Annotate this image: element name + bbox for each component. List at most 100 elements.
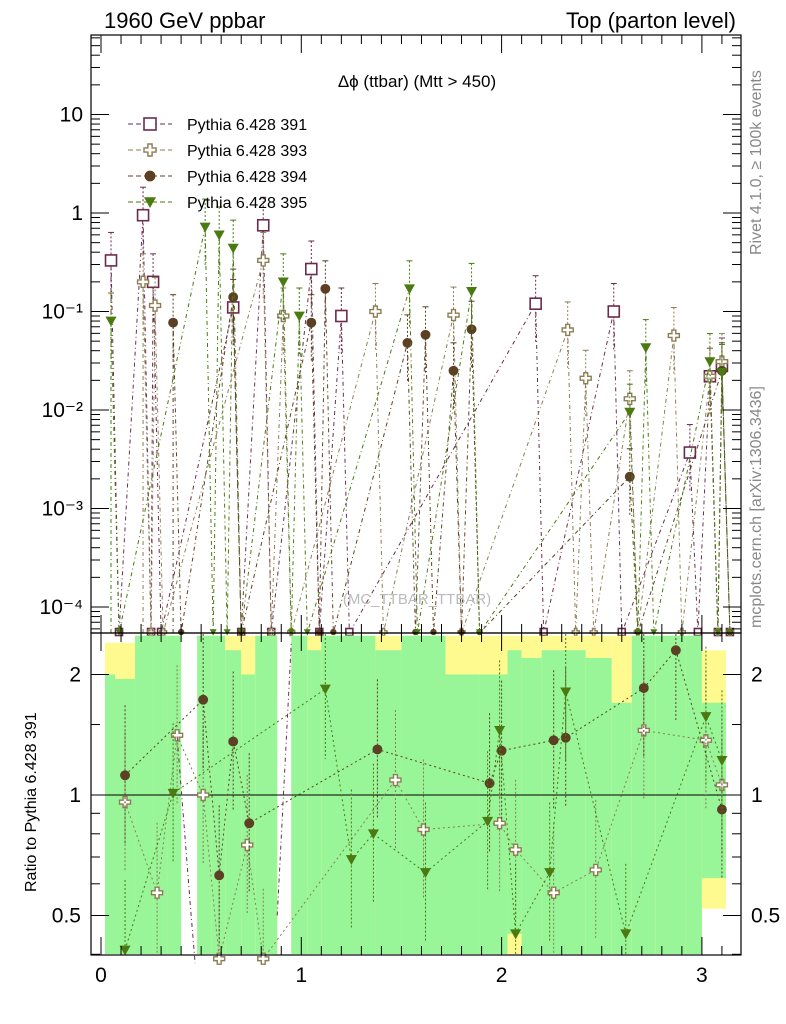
marker-open-square [345,627,354,637]
marker-open-cross [493,817,506,830]
marker-open-cross [170,729,184,742]
marker-open-cross [561,323,574,337]
marker-filled-circle [168,317,179,328]
marker-open-square [335,309,348,323]
x-tick-label: 2 [496,964,508,987]
marker-filled-triangle [319,684,331,695]
ratio-y-tick-label-right: 1 [751,784,763,807]
marker-open-cross [579,372,592,385]
marker-open-square [607,305,621,318]
marker-filled-triangle [403,284,415,295]
ratio-green-band [611,702,632,954]
marker-filled-triangle [144,197,156,208]
marker-filled-triangle [303,629,311,636]
ratio-ylabel: Ratio to Pythia 6.428 391 [23,712,40,892]
ratio-series [118,634,729,965]
y-tick-label: 10⁻² [42,399,83,422]
marker-filled-triangle [716,368,728,379]
marker-filled-circle [402,337,413,348]
mcplots-note: mcplots.cern.ch [arXiv:1306.3436] [748,386,765,628]
x-tick-label: 0 [95,964,107,987]
marker-filled-triangle [726,629,734,636]
marker-open-cross [369,305,382,318]
marker-open-cross [158,627,168,637]
y-tick-label: 1 [71,202,83,225]
ratio-green-band [521,657,542,954]
marker-open-cross [146,627,156,637]
marker-open-cross [667,329,681,342]
x-tick-label: 1 [295,964,307,987]
marker-open-cross [447,308,460,322]
ratio-green-band [507,650,522,934]
rivet-version-note: Rivet 4.1.0, ≥ 100k events [748,70,765,255]
marker-filled-triangle [650,629,658,636]
marker-filled-circle [420,329,431,340]
legend-label: Pythia 6.428 391 [187,117,307,134]
marker-filled-triangle [293,311,305,322]
marker-open-square [539,627,548,637]
marker-filled-triangle [223,629,231,636]
marker-filled-circle [638,683,649,694]
ratio-reference-connector [176,642,292,964]
marker-filled-triangle [482,816,494,827]
ratio-green-band [479,674,508,954]
marker-filled-triangle [466,286,478,297]
marker-filled-triangle [287,629,295,636]
marker-filled-triangle [714,629,722,636]
marker-filled-triangle [199,222,211,233]
marker-open-cross [547,886,560,899]
x-axis: 0 1 2 3 [95,35,723,987]
marker-filled-triangle [624,407,636,418]
marker-filled-triangle [213,230,225,241]
marker-open-square [104,254,118,267]
main-series [104,186,735,637]
marker-open-cross [196,788,210,802]
marker-filled-triangle [413,629,421,636]
marker-open-square [529,297,542,311]
marker-filled-circle [448,365,459,376]
marker-open-square [305,262,318,276]
marker-filled-circle [548,735,559,746]
marker-open-cross [257,254,270,267]
marker-open-square [136,208,150,222]
marker-filled-triangle [494,726,506,736]
main-axis: 10 1 10⁻¹ 10⁻² 10⁻³ 10⁻⁴ [40,37,741,630]
marker-filled-triangle [227,243,239,254]
legend-label: Pythia 6.428 395 [187,195,307,212]
marker-filled-circle [214,870,225,881]
marker-filled-circle [624,471,635,482]
marker-filled-triangle [620,929,632,940]
marker-open-cross [589,863,602,877]
marker-open-square [143,117,157,131]
marker-filled-triangle [105,316,117,327]
marker-filled-circle [244,818,255,829]
marker-filled-triangle [167,788,179,799]
marker-filled-triangle [704,357,716,368]
marker-filled-triangle [419,868,431,879]
marker-open-cross [703,370,717,383]
marker-filled-triangle [367,829,379,840]
marker-open-cross [277,309,290,323]
marker-filled-triangle [560,687,572,698]
marker-filled-circle [198,694,209,705]
marker-open-cross [257,952,270,965]
ratio-green-band [241,674,256,954]
marker-open-cross [267,627,276,637]
marker-filled-triangle [700,712,712,723]
ratio-plot: 2 2 1 1 0.5 0.5 Ratio to Pythia 6.428 391 [23,632,780,965]
marker-open-cross [212,952,226,965]
marker-open-cross [148,299,162,312]
marker-open-square [693,627,703,637]
y-tick-label: 10⁻³ [42,498,83,521]
legend: Pythia 6.428 391 Pythia 6.428 393 Pythia 6… [128,117,307,212]
ratio-frame [90,632,742,956]
ratio-series-line [124,688,723,951]
marker-filled-triangle [119,945,131,956]
y-tick-label: 10 [60,104,83,127]
marker-filled-triangle [634,629,642,636]
marker-filled-triangle [345,855,357,866]
marker-filled-circle [120,770,130,781]
marker-filled-circle [320,283,331,294]
series-line [110,226,731,635]
main-plot: 10 1 10⁻¹ 10⁻² 10⁻³ 10⁻⁴ Δϕ (ttbar) (Mtt > 45… [40,34,742,637]
